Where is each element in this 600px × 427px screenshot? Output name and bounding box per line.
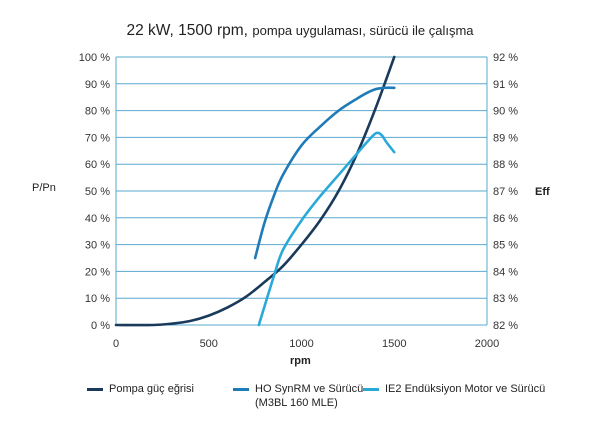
y-axis-right-title: Eff [535,186,550,198]
y-right-tick-label: 87 % [493,186,518,198]
y-right-tick-label: 82 % [493,320,518,332]
x-axis-title: rpm [290,355,311,367]
legend-swatch-synrm [233,388,249,391]
y-left-tick-label: 40 % [85,213,110,225]
y-right-tick-label: 83 % [493,293,518,305]
y-left-tick-label: 50 % [85,186,110,198]
y-right-tick-label: 89 % [493,132,518,144]
x-tick-label: 2000 [475,338,499,350]
y-left-tick-label: 30 % [85,240,110,252]
chart-subtitle: pompa uygulaması, sürücü ile çalışma [252,23,474,38]
y-left-tick-label: 90 % [85,79,110,91]
y-right-tick-label: 92 % [493,52,518,64]
x-tick-label: 0 [113,338,119,350]
y-axis-left-title: P/Pn [32,182,56,194]
x-tick-label: 500 [200,338,218,350]
legend-label-ie2: IE2 Endüksiyon Motor ve Sürücü [385,383,546,395]
legend-swatch-pump [87,388,103,391]
series-line-synrm [253,86,396,260]
y-left-tick-label: 20 % [85,266,110,278]
legend-label-synrm: HO SynRM ve Sürücü [255,383,364,395]
y-right-tick-label: 90 % [493,106,518,118]
y-left-tick-label: 10 % [85,293,110,305]
y-left-tick-label: 100 % [79,52,110,64]
y-right-tick-label: 91 % [493,79,518,91]
y-left-tick-label: 70 % [85,132,110,144]
chart-title-main: 22 kW, 1500 rpm, [126,22,248,39]
legend-label-pump: Pompa güç eğrisi [109,383,194,395]
y-right-tick-label: 84 % [493,266,518,278]
y-right-tick-label: 86 % [493,213,518,225]
y-left-tick-label: 0 % [91,320,110,332]
series-line-pump [114,55,396,327]
series-line-ie2 [257,131,396,327]
y-right-tick-label: 85 % [493,240,518,252]
x-tick-label: 1500 [382,338,406,350]
y-right-tick-label: 88 % [493,159,518,171]
chart-title: 22 kW, 1500 rpm, pompa uygulaması, sürüc… [0,22,600,40]
legend-swatch-ie2 [363,388,379,391]
x-tick-label: 1000 [289,338,313,350]
legend-label-synrm-line2: (M3BL 160 MLE) [255,397,338,409]
y-left-tick-label: 60 % [85,159,110,171]
y-left-tick-label: 80 % [85,106,110,118]
